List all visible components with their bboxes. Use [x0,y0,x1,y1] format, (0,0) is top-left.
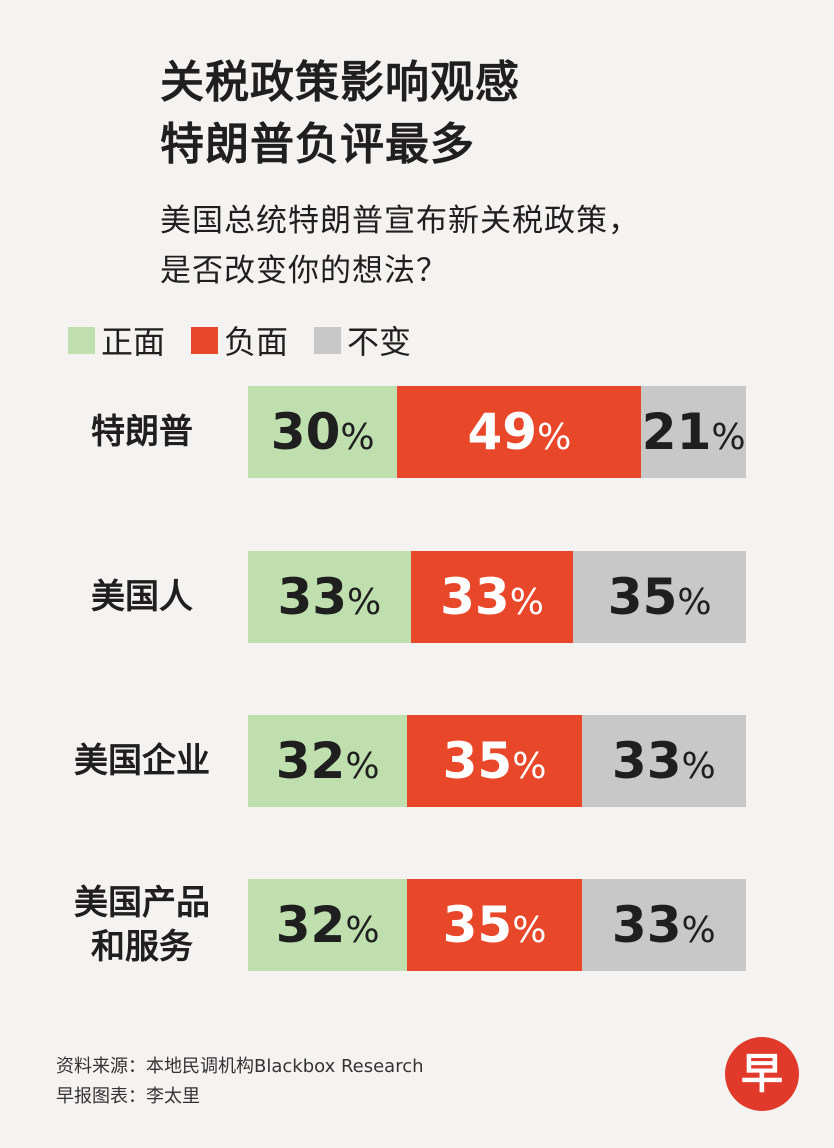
bar-segment-unchanged: 33% [581,879,746,971]
bar-segment-positive: 30% [248,386,398,478]
data-label: 21% [641,403,746,461]
data-label-unit: % [512,746,547,787]
category-label-line: 特朗普 [91,412,193,452]
bar-row: 30% 49% 21% [248,386,746,478]
data-label-unit: % [537,417,572,458]
bar-segment-positive: 32% [248,715,408,807]
legend-item-unchanged: 不变 [314,317,411,363]
bar-segment-negative: 33% [410,551,574,643]
bar-row: 32% 35% 33% [248,715,746,807]
data-label-unit: % [711,417,746,458]
legend-swatch-unchanged [314,326,342,354]
data-label-unit: % [681,910,716,951]
data-label-unit: % [345,910,380,951]
data-label: 49% [467,403,572,461]
chart-title: 关税政策影响观感 特朗普负评最多 [160,52,520,176]
data-label-unit: % [340,417,375,458]
category-label-line: 美国企业 [74,741,210,781]
data-label-unit: % [512,910,547,951]
bar-row: 32% 35% 33% [248,879,746,971]
category-label: 特朗普 [57,410,227,454]
title-line-1: 关税政策影响观感 [160,57,520,108]
category-label: 美国企业 [57,739,227,783]
data-label: 30% [270,403,375,461]
data-label-unit: % [677,582,712,623]
source-note: 资料来源：本地民调机构Blackbox Research [56,1056,424,1077]
legend-label-unchanged: 不变 [347,323,412,361]
bar-row: 33% 33% 35% [248,551,746,643]
category-label-line: 美国产品 [74,883,210,923]
title-line-2: 特朗普负评最多 [160,119,475,170]
category-label: 美国人 [57,575,227,619]
legend-swatch-positive [68,326,95,354]
category-label-line: 美国人 [91,577,193,617]
subtitle-line-1: 美国总统特朗普宣布新关税政策， [160,203,640,239]
legend-label-positive: 正面 [101,323,166,361]
data-label: 33% [611,732,716,790]
subtitle-line-2: 是否改变你的想法？ [160,253,448,289]
legend-swatch-negative [191,326,219,354]
category-label: 美国产品 和服务 [57,881,227,969]
bar-segment-negative: 35% [407,879,582,971]
bar-segment-positive: 32% [248,879,408,971]
bar-segment-positive: 33% [248,551,411,643]
data-label: 33% [611,896,716,954]
data-label-unit: % [347,582,382,623]
data-label: 33% [277,568,382,626]
legend-item-positive: 正面 [68,317,165,363]
category-label-line: 和服务 [91,927,193,967]
data-label-unit: % [509,582,544,623]
data-label: 32% [275,732,380,790]
data-label-unit: % [345,746,380,787]
svg-text:早: 早 [741,1049,783,1098]
bar-segment-negative: 49% [397,386,642,478]
bar-segment-unchanged: 33% [581,715,746,807]
credit-note: 早报图表：李太里 [56,1086,200,1107]
data-label: 35% [607,568,712,626]
bar-segment-unchanged: 35% [573,551,746,643]
data-label: 32% [275,896,380,954]
data-label-unit: % [681,746,716,787]
data-label: 33% [440,568,544,626]
data-label: 35% [442,896,547,954]
data-label: 35% [442,732,547,790]
bar-segment-negative: 35% [407,715,582,807]
bar-segment-unchanged: 21% [641,386,746,478]
legend-label-negative: 负面 [224,323,289,361]
legend: 正面 负面 不变 [68,317,437,363]
zaobao-logo-icon: 早 [725,1037,799,1111]
legend-item-negative: 负面 [191,317,288,363]
footer: 资料来源：本地民调机构Blackbox Research 早报图表：李太里 [56,1052,424,1112]
chart-subtitle: 美国总统特朗普宣布新关税政策， 是否改变你的想法？ [160,196,640,296]
